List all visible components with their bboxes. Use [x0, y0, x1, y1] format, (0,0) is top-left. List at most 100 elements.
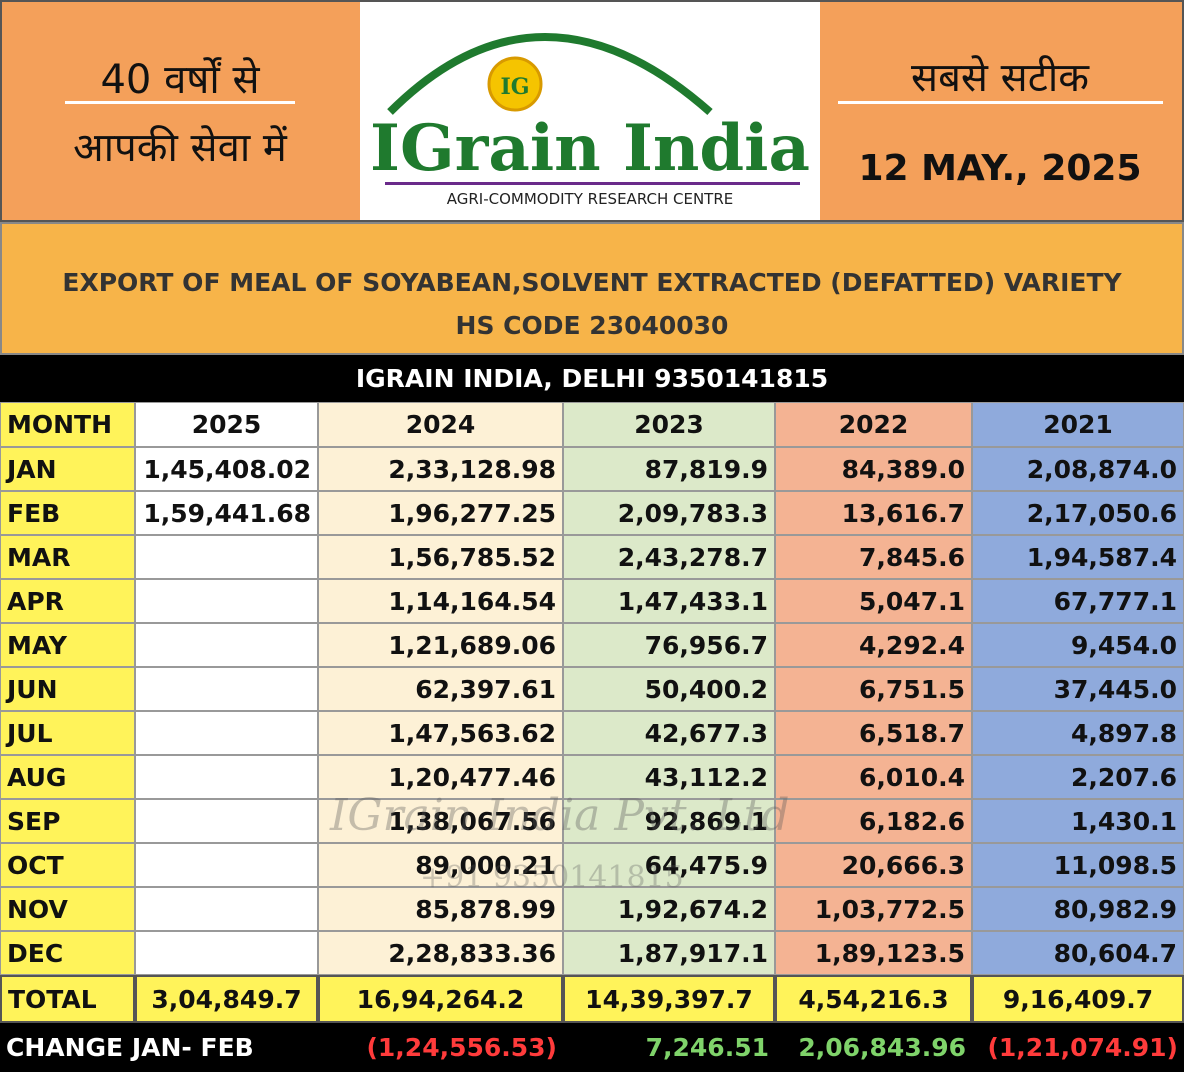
cell: 2,33,128.98: [318, 447, 563, 491]
cell: 1,94,587.4: [972, 535, 1184, 579]
cell: 14,39,397.7: [563, 975, 775, 1023]
cell: [135, 931, 318, 975]
cell: [135, 711, 318, 755]
cell: [135, 579, 318, 623]
cell: JAN: [0, 447, 135, 491]
cell: TOTAL: [0, 975, 135, 1023]
cell: OCT: [0, 843, 135, 887]
cell: 1,47,563.62: [318, 711, 563, 755]
logo: IG IGrain India AGRI-COMMODITY RESEARCH …: [370, 33, 810, 208]
watermark: +91 9350141815: [420, 860, 684, 895]
logo-tagline: AGRI-COMMODITY RESEARCH CENTRE: [447, 190, 734, 208]
cell: 7,246.51: [563, 1023, 775, 1072]
cell: 16,94,264.2: [318, 975, 563, 1023]
subtitle: IGRAIN INDIA, DELHI 9350141815: [0, 355, 1184, 402]
cell: 50,400.2: [563, 667, 775, 711]
cell: 1,87,917.1: [563, 931, 775, 975]
right-tagline: सबसे सटीक: [911, 55, 1089, 101]
cell: 85,878.99: [318, 887, 563, 931]
logo-mark: IG: [500, 74, 529, 100]
logo-box: IG IGrain India AGRI-COMMODITY RESEARCH …: [360, 2, 820, 220]
cell: 2,28,833.36: [318, 931, 563, 975]
cell: 2025: [135, 402, 318, 447]
cell: [135, 887, 318, 931]
cell: JUN: [0, 667, 135, 711]
divider: [838, 101, 1163, 104]
cell: 2024: [318, 402, 563, 447]
date: 12 MAY., 2025: [858, 148, 1142, 189]
cell: 37,445.0: [972, 667, 1184, 711]
cell: 2022: [775, 402, 972, 447]
cell: 2,06,843.96: [775, 1023, 972, 1072]
cell: 1,96,277.25: [318, 491, 563, 535]
cell: 7,845.6: [775, 535, 972, 579]
cell: MAY: [0, 623, 135, 667]
cell: 87,819.9: [563, 447, 775, 491]
cell: 9,16,409.7: [972, 975, 1184, 1023]
cell: 2,08,874.0: [972, 447, 1184, 491]
cell: 11,098.5: [972, 843, 1184, 887]
left-line-2: आपकी सेवा में: [73, 125, 287, 171]
cell: 80,982.9: [972, 887, 1184, 931]
cell: 1,14,164.54: [318, 579, 563, 623]
cell: 67,777.1: [972, 579, 1184, 623]
cell: 2021: [972, 402, 1184, 447]
cell: AUG: [0, 755, 135, 799]
cell: 84,389.0: [775, 447, 972, 491]
cell: 1,21,689.06: [318, 623, 563, 667]
cell: 1,92,674.2: [563, 887, 775, 931]
cell: 1,20,477.46: [318, 755, 563, 799]
cell: 3,04,849.7: [135, 975, 318, 1023]
cell: 4,292.4: [775, 623, 972, 667]
cell: 1,47,433.1: [563, 579, 775, 623]
cell: 6,518.7: [775, 711, 972, 755]
cell: SEP: [0, 799, 135, 843]
cell: 1,03,772.5: [775, 887, 972, 931]
watermark: IGrain India Pvt. Ltd: [330, 790, 790, 841]
cell: 2,17,050.6: [972, 491, 1184, 535]
cell: 4,54,216.3: [775, 975, 972, 1023]
table: MONTH 2025 2024 2023 2022 2021 JAN 1,45,408.02 2…: [0, 402, 1184, 1072]
cell: 13,616.7: [775, 491, 972, 535]
cell: NOV: [0, 887, 135, 931]
cell: 64,475.9: [563, 843, 775, 887]
cell: 62,397.61: [318, 667, 563, 711]
divider: [65, 101, 295, 104]
cell: 43,112.2: [563, 755, 775, 799]
cell: 6,182.6: [775, 799, 972, 843]
cell: [135, 623, 318, 667]
cell: 5,047.1: [775, 579, 972, 623]
cell: 1,89,123.5: [775, 931, 972, 975]
cell: (1,24,556.53): [318, 1023, 563, 1072]
cell: 1,430.1: [972, 799, 1184, 843]
logo-name: IGrain India: [370, 111, 810, 186]
cell: 9,454.0: [972, 623, 1184, 667]
cell: 80,604.7: [972, 931, 1184, 975]
cell: DEC: [0, 931, 135, 975]
cell: 42,677.3: [563, 711, 775, 755]
cell: 2,207.6: [972, 755, 1184, 799]
left-line-1: 40 वर्षों से: [100, 57, 260, 103]
cell: [135, 843, 318, 887]
cell: 1,38,067.56: [318, 799, 563, 843]
cell: 6,751.5: [775, 667, 972, 711]
cell: CHANGE JAN- FEB: [0, 1023, 318, 1072]
cell: (1,21,074.91): [972, 1023, 1184, 1072]
cell: 1,59,441.68: [135, 491, 318, 535]
cell: [135, 799, 318, 843]
title: EXPORT OF MEAL OF SOYABEAN,SOLVENT EXTRA…: [0, 222, 1184, 355]
cell: MONTH: [0, 402, 135, 447]
cell: 2,09,783.3: [563, 491, 775, 535]
cell: 76,956.7: [563, 623, 775, 667]
cell: 4,897.8: [972, 711, 1184, 755]
cell: 89,000.21: [318, 843, 563, 887]
cell: [135, 755, 318, 799]
cell: 20,666.3: [775, 843, 972, 887]
cell: FEB: [0, 491, 135, 535]
cell: 2,43,278.7: [563, 535, 775, 579]
cell: 1,56,785.52: [318, 535, 563, 579]
cell: MAR: [0, 535, 135, 579]
cell: 92,869.1: [563, 799, 775, 843]
cell: 6,010.4: [775, 755, 972, 799]
